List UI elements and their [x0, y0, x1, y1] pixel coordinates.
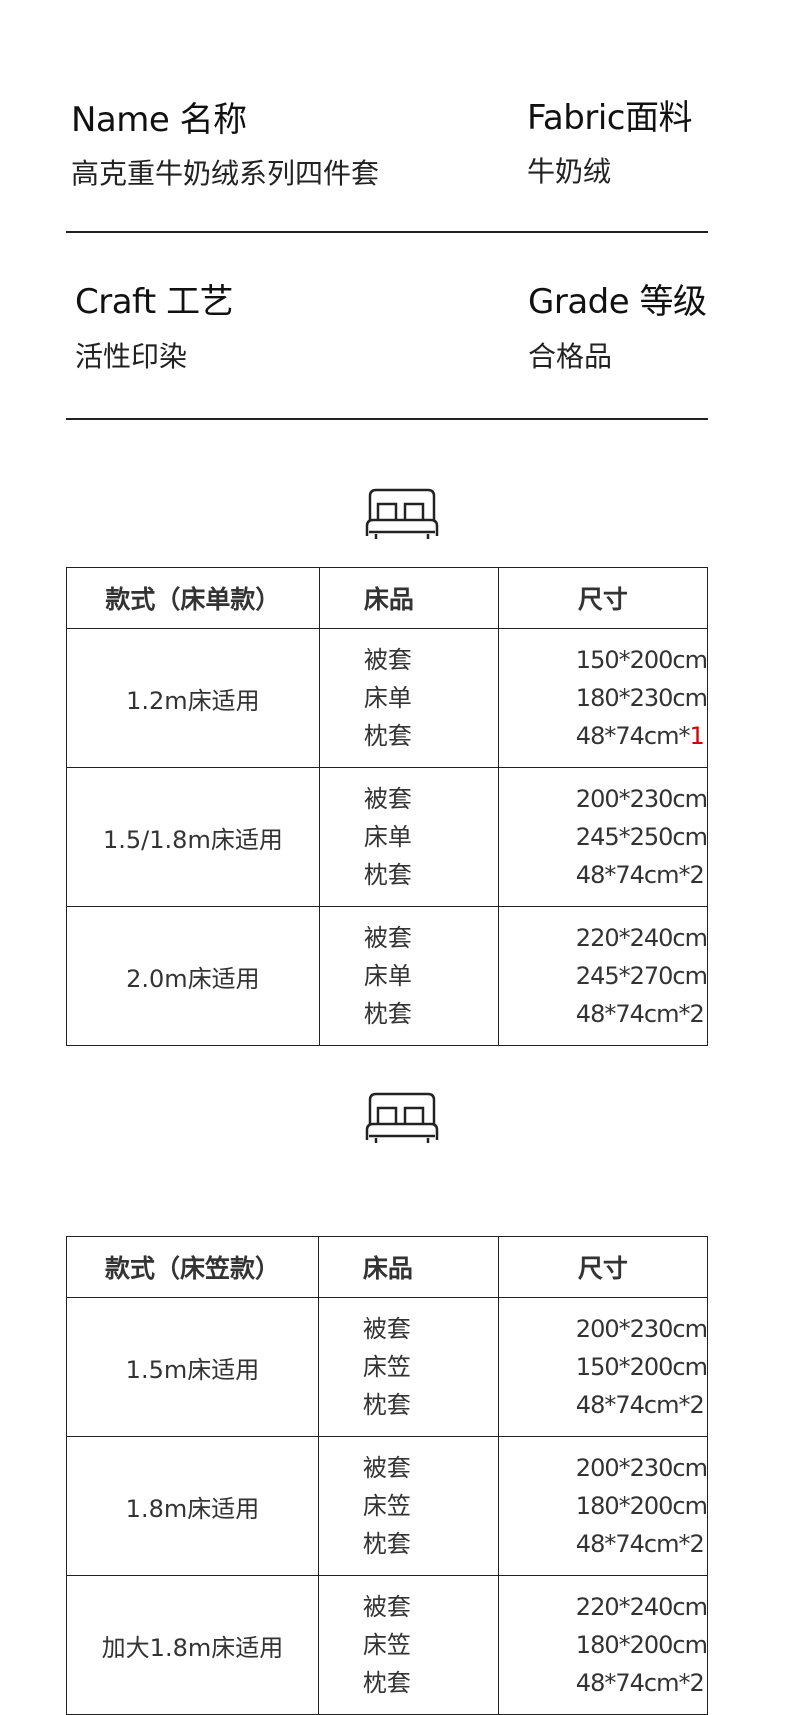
dimension: 200*230cm [575, 1454, 708, 1482]
dimension: 180*200cm [575, 1492, 708, 1520]
table-header: 款式（床笠款） 床品 尺寸 [66, 1236, 709, 1298]
dimension: 150*200cm [575, 646, 708, 674]
name-value: 高克重牛奶绒系列四件套 [71, 157, 380, 190]
dimension: 180*200cm [575, 1631, 708, 1659]
table-row: 1.5m床适用 被套床笠枕套 200*230cm 150*200cm 48*74cm… [66, 1297, 708, 1437]
item: 床笠 [362, 1631, 411, 1659]
dimension: 180*230cm [575, 684, 708, 712]
header-size: 尺寸 [497, 1236, 709, 1298]
item: 枕套 [363, 861, 412, 889]
craft-label: Craft 工艺 [75, 282, 234, 322]
dimension: 200*230cm [575, 785, 708, 813]
grade-label: Grade 等级 [528, 282, 707, 322]
item: 被套 [363, 785, 412, 813]
item: 床单 [363, 684, 412, 712]
dimension: 48*74cm*2 [575, 1391, 705, 1419]
table-row: 1.5/1.8m床适用 被套床单枕套 200*230cm 245*250cm 48*… [66, 767, 708, 907]
item: 枕套 [362, 1530, 411, 1558]
item: 被套 [363, 646, 412, 674]
dimension: 220*240cm [575, 924, 708, 952]
bed-size: 1.8m床适用 [66, 1436, 319, 1576]
item: 床单 [363, 962, 412, 990]
craft-value: 活性印染 [75, 340, 188, 373]
item: 被套 [363, 924, 412, 952]
table-row: 1.2m床适用 被套床单枕套 150*200cm 180*230cm 48*74cm… [66, 628, 708, 768]
dimension: 150*200cm [575, 1353, 708, 1381]
dimension: 200*230cm [575, 1315, 708, 1343]
item: 枕套 [362, 1391, 411, 1419]
dimension: 245*270cm [575, 962, 708, 990]
divider [66, 418, 708, 420]
pillow-count-highlight: 1 [689, 722, 704, 750]
dimension: 48*74cm*2 [575, 1530, 705, 1558]
grade-value: 合格品 [528, 340, 613, 373]
bed-size: 1.5/1.8m床适用 [66, 767, 320, 907]
bed-size: 1.5m床适用 [66, 1297, 319, 1437]
bed-size: 2.0m床适用 [66, 906, 320, 1046]
item: 枕套 [362, 1669, 411, 1697]
header-item: 床品 [318, 567, 499, 629]
item: 枕套 [363, 1000, 412, 1028]
header-style: 款式（床笠款） [66, 1236, 319, 1298]
header-size: 尺寸 [497, 567, 709, 629]
item: 床笠 [362, 1492, 411, 1520]
item: 被套 [362, 1454, 411, 1482]
dimension: 220*240cm [575, 1593, 708, 1621]
table-row: 加大1.8m床适用 被套床笠枕套 220*240cm 180*200cm 48*74… [66, 1575, 708, 1715]
bed-icon [365, 488, 439, 539]
table-row: 2.0m床适用 被套床单枕套 220*240cm 245*270cm 48*74cm… [66, 906, 708, 1046]
dimension: 48*74cm*2 [575, 861, 705, 889]
name-label: Name 名称 [71, 100, 247, 140]
header-style: 款式（床单款） [66, 567, 320, 629]
fabric-value: 牛奶绒 [527, 155, 612, 188]
dimension-text: 48*74cm* [575, 722, 691, 750]
item: 床单 [363, 823, 412, 851]
item: 被套 [362, 1315, 411, 1343]
dimension: 48*74cm*2 [575, 1000, 705, 1028]
table-header: 款式（床单款） 床品 尺寸 [66, 567, 709, 629]
spec-table-fitted-sheet: 款式（床笠款） 床品 尺寸 1.5m床适用 被套 床笠 枕套 200*230cm 15… [66, 1236, 708, 1715]
dimension: 48*74cm*2 [575, 1669, 705, 1697]
item: 被套 [362, 1593, 411, 1621]
divider [66, 231, 708, 233]
dimension: 48*74cm*1 [576, 717, 707, 755]
item: 枕套 [363, 722, 412, 750]
dimension: 245*250cm [575, 823, 708, 851]
bed-size: 加大1.8m床适用 [66, 1575, 319, 1715]
header-item: 床品 [317, 1236, 499, 1298]
bed-icon [365, 1092, 439, 1143]
table-row: 1.8m床适用 被套床笠枕套 200*230cm 180*200cm 48*74cm… [66, 1436, 708, 1576]
bed-size: 1.2m床适用 [66, 628, 320, 768]
spec-table-flat-sheet: 款式（床单款） 床品 尺寸 1.2m床适用 被套 床单 枕套 150*200cm 18… [66, 567, 708, 1046]
fabric-label: Fabric面料 [527, 98, 692, 138]
item: 床笠 [362, 1353, 411, 1381]
